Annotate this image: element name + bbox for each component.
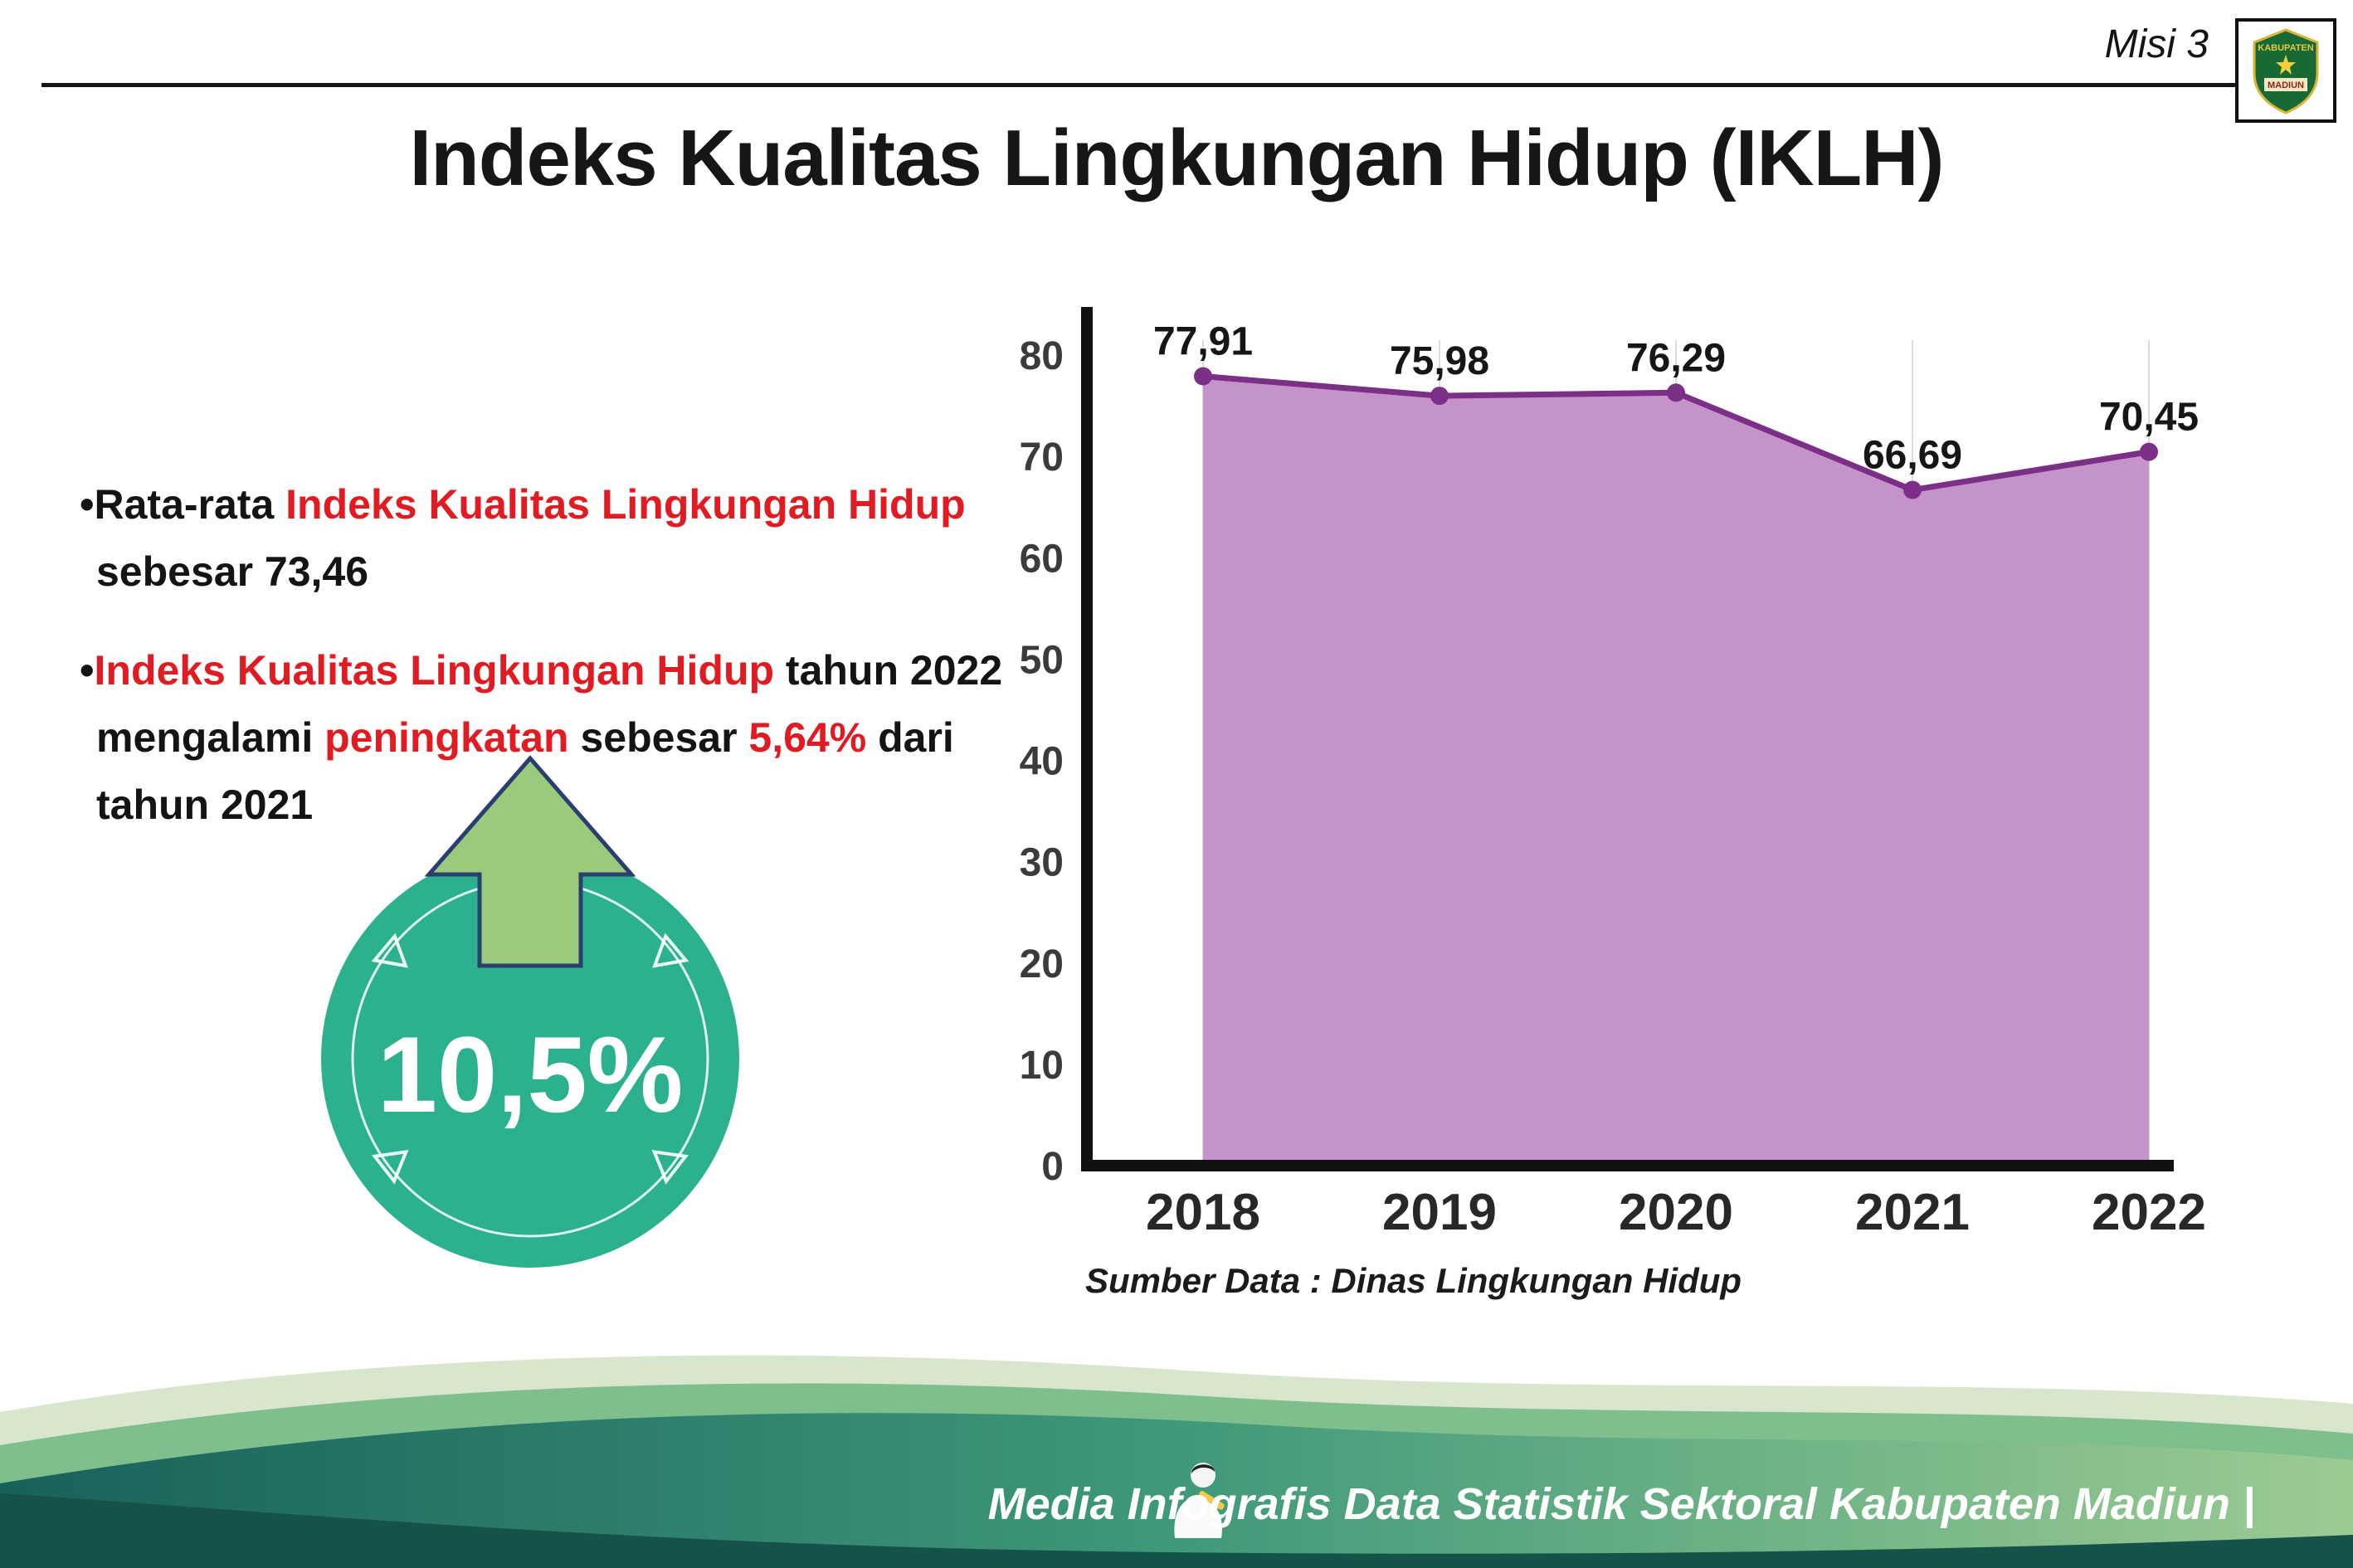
bullet-segment: • (80, 647, 95, 694)
wave-layer-main (0, 1413, 2353, 1568)
x-tick-label: 2020 (1619, 1184, 1733, 1241)
bullet-item-1: •Rata-rata Indeks Kualitas Lingkungan Hi… (80, 471, 1042, 606)
footer-wave (0, 1355, 2353, 1568)
y-tick-label: 60 (1020, 537, 1064, 581)
data-point-marker (1903, 480, 1922, 499)
badge-value: 10,5% (378, 1014, 684, 1135)
bullet-line: •Indeks Kualitas Lingkungan Hidup tahun … (80, 637, 1042, 704)
arrow-up-icon (424, 755, 636, 968)
bullet-segment: tahun 2022 (774, 647, 1003, 694)
y-tick-label: 10 (1020, 1044, 1064, 1088)
x-tick-label: 2018 (1146, 1184, 1260, 1241)
source-note: Sumber Data : Dinas Lingkungan Hidup (1085, 1261, 1742, 1300)
bullet-segment: sebesar 73,46 (96, 548, 369, 595)
bullet-list: •Rata-rata Indeks Kualitas Lingkungan Hi… (80, 471, 1042, 870)
logo-region-line2: MADIUN (2268, 80, 2304, 90)
logo-region-line1: KABUPATEN (2258, 43, 2313, 53)
pencil-icon (1198, 1491, 1225, 1510)
ring-tick-icon (652, 933, 689, 968)
bullet-segment: Indeks Kualitas Lingkungan Hidup (285, 481, 966, 528)
value-label: 75,98 (1390, 339, 1489, 383)
footer-credit: Media Infografis Data Statistik Sektoral… (987, 1479, 2255, 1529)
iklh-area-chart: 0 10 20 30 40 50 60 70 80 77,91 75,98 76,29 66,69 70,… (1020, 307, 2206, 1241)
y-tick-label: 70 (1020, 436, 1064, 480)
value-label: 66,69 (1863, 434, 1962, 478)
wave-layer-dark (0, 1493, 2353, 1568)
data-point-marker (1430, 387, 1449, 406)
y-tick-label: 80 (1020, 334, 1064, 378)
logo-shield (2253, 28, 2319, 114)
bullet-segment: mengalami (96, 714, 325, 761)
mascot-body (1174, 1497, 1222, 1538)
mascot-hair (1191, 1464, 1215, 1473)
page-title: Indeks Kualitas Lingkungan Hidup (IKLH) (409, 114, 1944, 202)
value-label: 76,29 (1626, 336, 1726, 380)
header-divider (41, 83, 2237, 87)
bullet-segment: peningkatan (324, 714, 569, 761)
logo-crest: KABUPATEN MADIUN (2253, 28, 2319, 114)
bullet-line: mengalami peningkatan sebesar 5,64% dari (80, 704, 1042, 772)
bullet-segment: 5,64% (748, 714, 867, 761)
logo-banner (2264, 78, 2307, 91)
y-tick-label: 0 (1041, 1145, 1064, 1189)
bullet-item-2: •Indeks Kualitas Lingkungan Hidup tahun … (80, 637, 1042, 839)
data-point-marker (2140, 442, 2158, 461)
value-label: 70,45 (2099, 396, 2199, 440)
badge-ring-ticks (371, 933, 689, 1185)
misi-label: Misi 3 (2104, 22, 2209, 66)
y-tick-label: 30 (1020, 841, 1064, 885)
area-fill (1203, 376, 2149, 1166)
bullet-line: •Rata-rata Indeks Kualitas Lingkungan Hi… (80, 471, 1042, 538)
bullet-segment: tahun 2021 (96, 782, 314, 828)
bullet-line: tahun 2021 (80, 772, 1042, 839)
ring-tick-icon (371, 933, 408, 968)
bullet-segment: •Rata-rata (80, 481, 286, 528)
bullet-segment: Indeks Kualitas Lingkungan Hidup (94, 647, 775, 694)
value-label: 77,91 (1153, 320, 1253, 364)
x-tick-label: 2022 (2092, 1184, 2206, 1241)
ring-tick-icon (651, 1149, 689, 1185)
badge-circle (321, 850, 739, 1268)
logo-star-icon (2276, 55, 2296, 75)
data-point-marker (1667, 383, 1685, 402)
bullet-line: sebesar 73,46 (80, 538, 1042, 606)
y-tick-label: 20 (1020, 942, 1064, 986)
bullet-segment: dari (866, 714, 954, 761)
increase-badge: 10,5% (321, 755, 739, 1268)
x-tick-label: 2019 (1382, 1184, 1497, 1241)
x-tick-label: 2021 (1855, 1184, 1970, 1241)
mascot-icon (1174, 1463, 1225, 1538)
bullet-segment: sebesar (568, 714, 749, 761)
y-tick-label: 40 (1020, 740, 1064, 784)
ring-tick-icon (371, 1149, 409, 1185)
data-point-marker (1194, 367, 1212, 386)
kabupaten-madiun-logo: KABUPATEN MADIUN (2235, 18, 2336, 123)
y-tick-label: 50 (1020, 638, 1064, 682)
